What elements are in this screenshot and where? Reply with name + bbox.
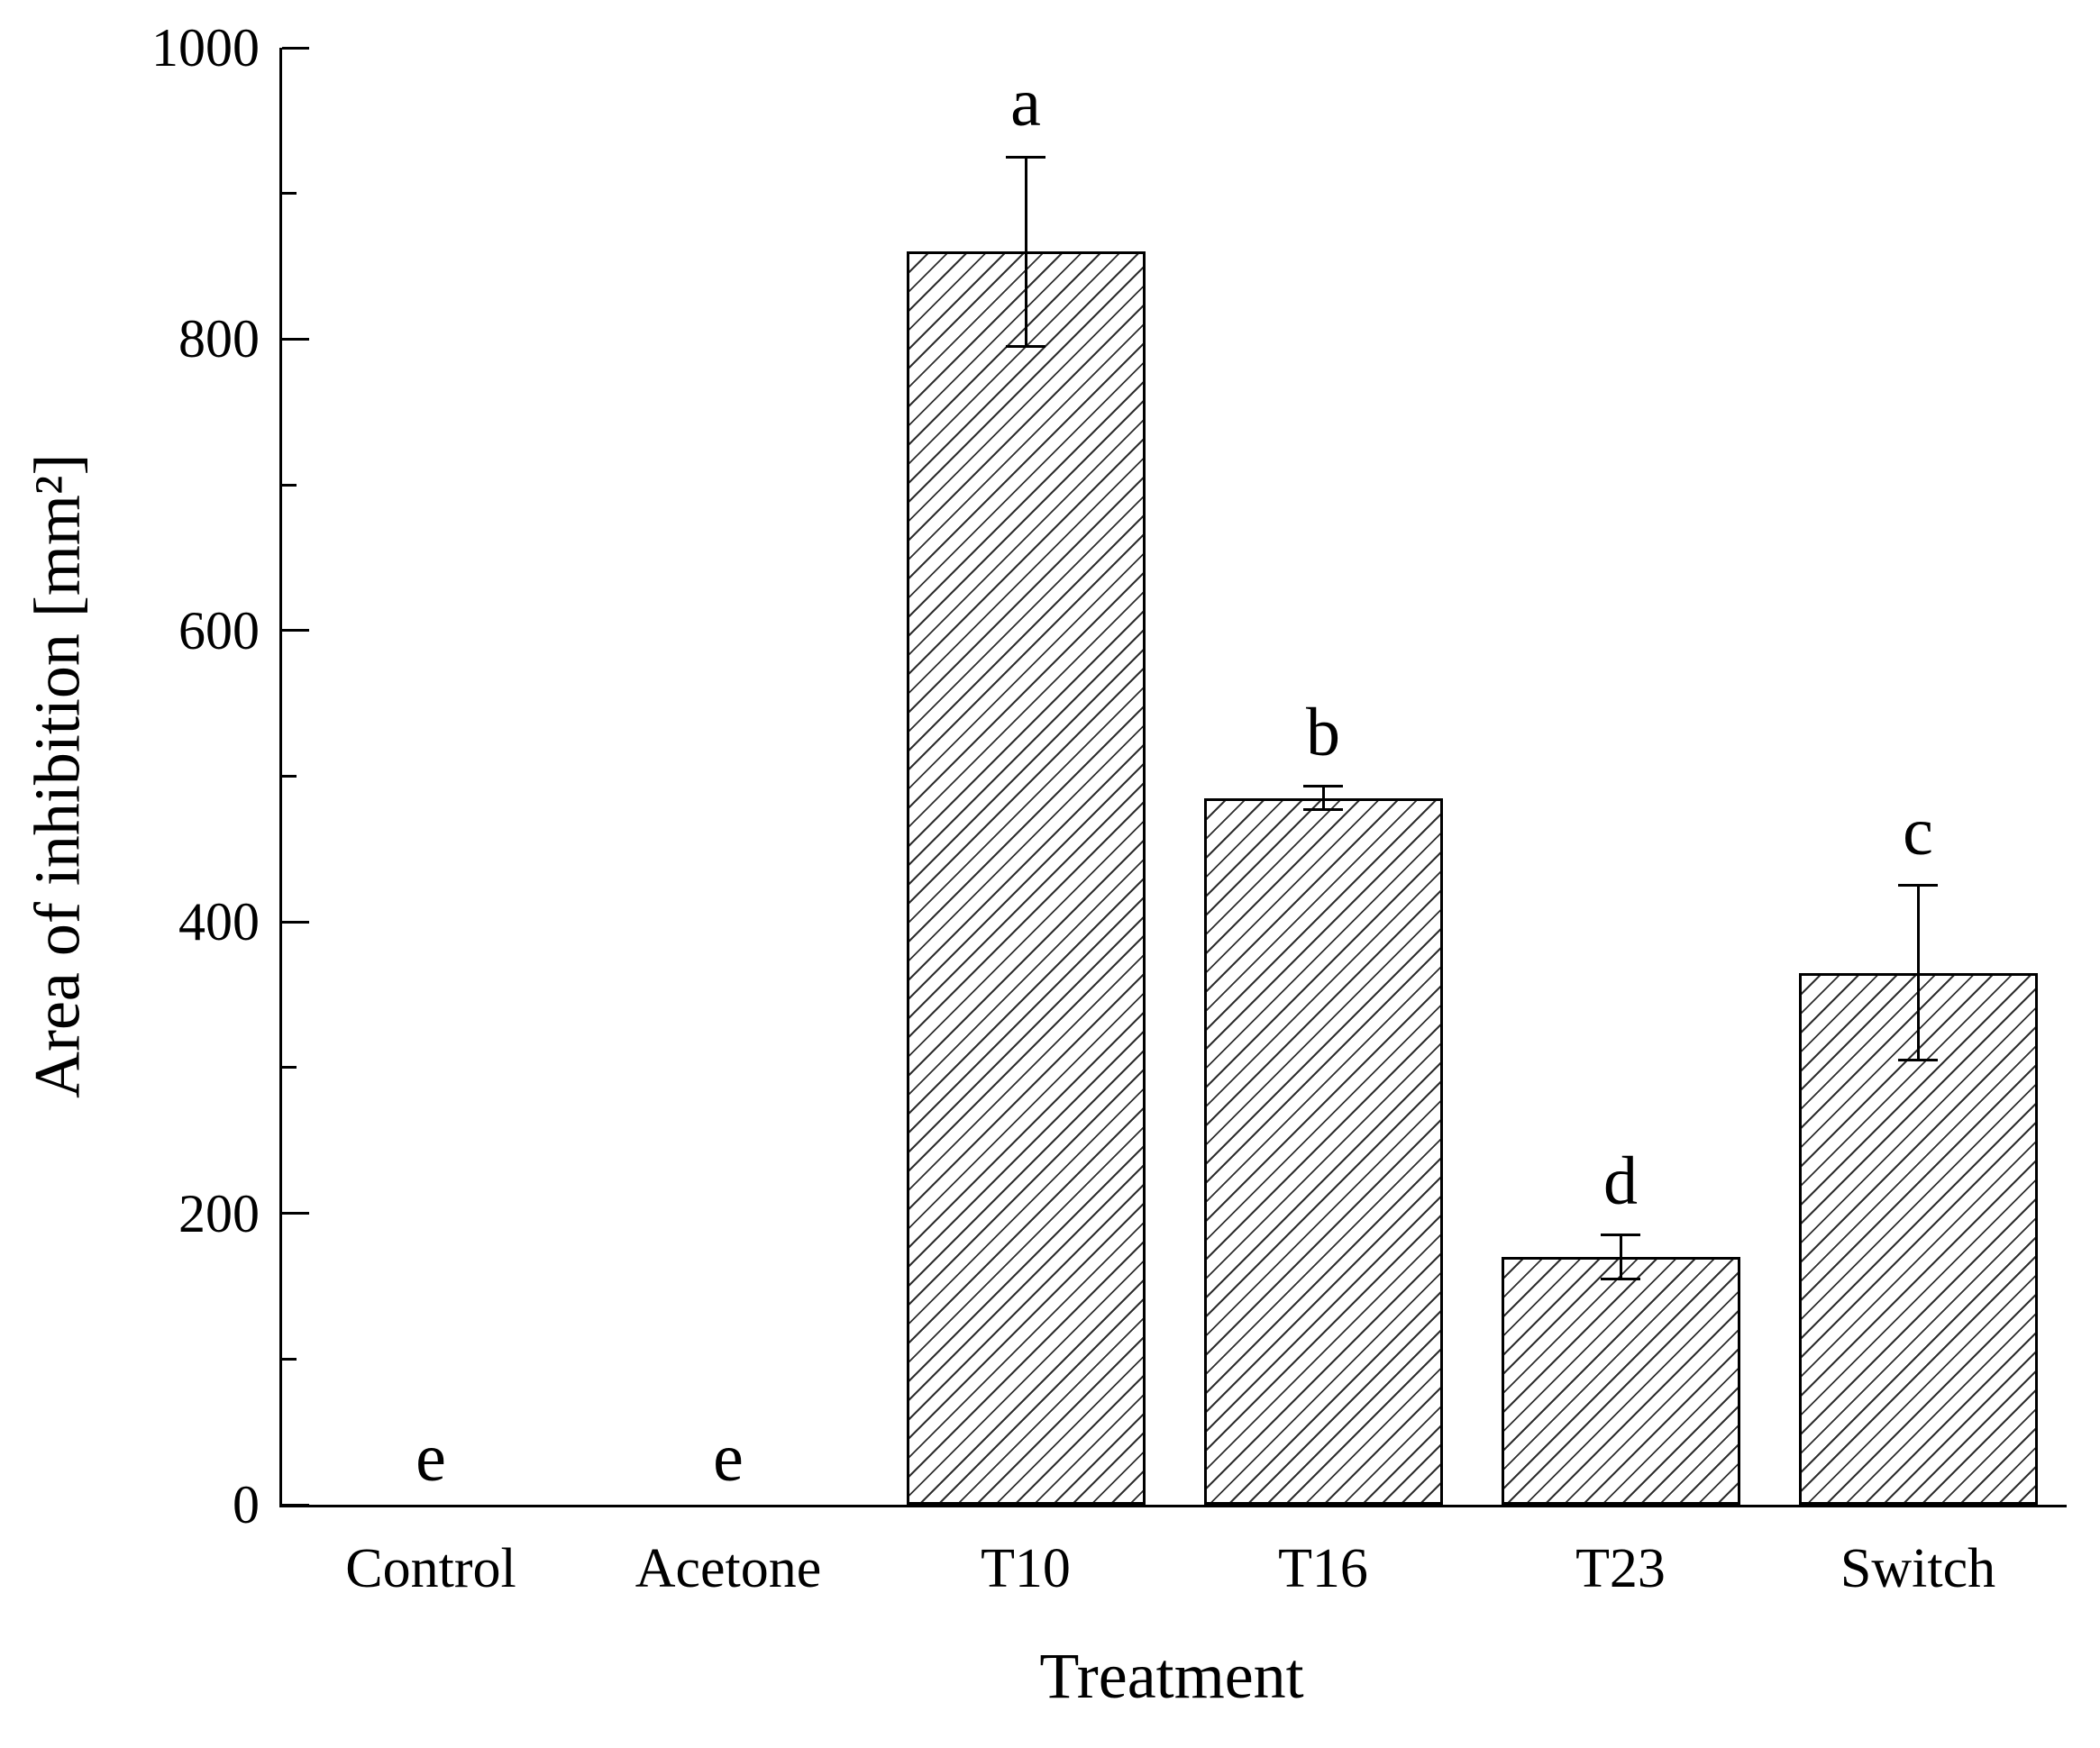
y-tick-label: 200	[178, 1183, 260, 1243]
y-minor-tick	[282, 1357, 297, 1361]
error-bar-cap	[1006, 345, 1045, 348]
x-tick-label-t16: T16	[1278, 1538, 1368, 1599]
x-tick-label-t10: T10	[981, 1538, 1071, 1599]
x-tick-label-acetone: Acetone	[635, 1538, 822, 1599]
y-minor-tick	[282, 192, 297, 196]
bar-t16	[1203, 797, 1443, 1505]
error-bar-cap	[1601, 1234, 1640, 1237]
y-major-tick	[282, 337, 309, 341]
bar-t23	[1501, 1257, 1740, 1505]
y-tick-label: 400	[178, 892, 260, 952]
error-bar-line	[1321, 786, 1325, 810]
plot-area: 0 200 400 600 800 1000 e Control e Acetone a T10 b T1…	[151, 18, 2067, 1598]
significance-letter: e	[415, 1420, 446, 1496]
y-major-tick	[282, 1212, 309, 1215]
error-bar-line	[1619, 1234, 1622, 1279]
error-bar-cap	[1898, 884, 1938, 888]
error-bar-cap	[1303, 785, 1343, 788]
error-bar-cap	[1006, 155, 1045, 159]
y-axis-title: Area of inhibition [mm²]	[21, 453, 94, 1099]
y-tick-label: 1000	[151, 18, 260, 77]
y-tick-label: 0	[233, 1475, 260, 1534]
significance-letter: a	[1010, 65, 1041, 141]
x-tick-label-t23: T23	[1575, 1538, 1666, 1599]
x-tick-label-control: Control	[345, 1538, 516, 1599]
error-bar-line	[1024, 157, 1027, 347]
y-major-tick	[282, 629, 309, 633]
y-tick-label: 600	[178, 600, 260, 660]
significance-letter: e	[713, 1420, 744, 1496]
significance-letter: d	[1603, 1143, 1638, 1219]
bar-t10	[906, 251, 1146, 1505]
y-major-tick	[282, 920, 309, 924]
x-axis-title: Treatment	[1039, 1640, 1304, 1712]
y-major-tick	[282, 46, 309, 50]
x-tick-label-switch: Switch	[1840, 1538, 1996, 1599]
error-bar-cap	[1303, 808, 1343, 812]
y-minor-tick	[282, 1066, 297, 1070]
y-tick-label: 800	[178, 309, 260, 369]
significance-letter: c	[1903, 793, 1933, 869]
error-bar-cap	[1601, 1277, 1640, 1280]
error-bar-cap	[1898, 1059, 1938, 1062]
y-major-tick	[282, 1503, 309, 1507]
y-minor-tick	[282, 483, 297, 487]
y-minor-tick	[282, 775, 297, 778]
error-bar-line	[1916, 885, 1920, 1061]
significance-letter: b	[1306, 694, 1340, 770]
